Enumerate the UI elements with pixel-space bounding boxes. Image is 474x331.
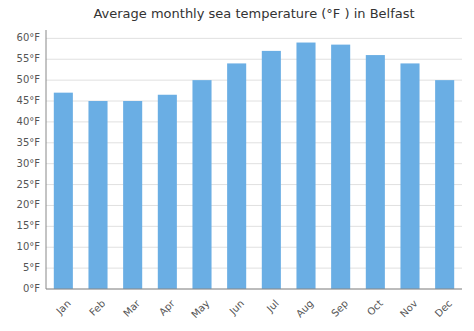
bar <box>227 63 246 289</box>
bar <box>54 93 73 289</box>
y-tick-label: 20°F <box>17 199 41 210</box>
y-tick-label: 35°F <box>17 137 41 148</box>
bar <box>400 63 419 289</box>
x-tick-label: Jul <box>264 298 281 315</box>
bar <box>435 80 454 289</box>
y-tick-label: 30°F <box>17 158 41 169</box>
bar <box>262 51 281 289</box>
y-tick-label: 0°F <box>23 283 40 294</box>
chart: Average monthly sea temperature (°F ) in… <box>0 0 474 331</box>
grid-line <box>46 226 462 227</box>
grid-line <box>46 101 462 102</box>
grid-line <box>46 59 462 60</box>
y-tick-label: 45°F <box>17 95 41 106</box>
bar <box>88 101 107 289</box>
grid-line <box>46 80 462 81</box>
y-axis: 0°F 5°F 10°F 15°F 20°F 25°F 30°F 35°F 40°F 45°F 50… <box>17 32 41 294</box>
grid-line <box>46 268 462 269</box>
x-tick-label: Aug <box>294 298 316 320</box>
y-tick-label: 10°F <box>17 241 41 252</box>
y-tick-label: 55°F <box>17 53 41 64</box>
bar <box>192 80 211 289</box>
x-tick-label: Oct <box>365 298 385 318</box>
y-tick-label: 5°F <box>23 262 40 273</box>
bar <box>123 101 142 289</box>
x-tick-label: Feb <box>87 298 107 318</box>
x-tick-label: Dec <box>433 298 454 319</box>
grid-line <box>46 289 462 290</box>
title: Average monthly sea temperature (°F ) in… <box>93 6 414 21</box>
bar <box>158 95 177 289</box>
grid-line <box>46 184 462 185</box>
bars <box>54 43 454 289</box>
x-tick-label: Apr <box>157 297 178 318</box>
x-tick-label: Sep <box>329 298 350 319</box>
y-tick-label: 40°F <box>17 116 41 127</box>
grid-line <box>46 247 462 248</box>
x-axis-line <box>46 289 462 290</box>
y-axis-line <box>46 30 47 289</box>
grid-line <box>46 121 462 122</box>
y-tick-label: 15°F <box>17 220 41 231</box>
x-tick-label: May <box>189 298 211 320</box>
y-tick-label: 50°F <box>17 74 41 85</box>
grid-line <box>46 38 462 39</box>
x-tick-label: Nov <box>398 298 420 320</box>
x-axis: Jan Feb Mar Apr May Jun Jul Aug Sep Oct Nov Dec <box>53 297 454 320</box>
y-tick-label: 25°F <box>17 179 41 190</box>
bar <box>331 45 350 289</box>
grid-line <box>46 142 462 143</box>
bar <box>296 43 315 289</box>
x-tick-label: Mar <box>121 297 143 319</box>
x-tick-label: Jun <box>227 298 247 318</box>
grid <box>46 38 462 289</box>
bar <box>366 55 385 289</box>
grid-line <box>46 163 462 164</box>
chart-container: Average monthly sea temperature (°F ) in… <box>0 0 474 331</box>
y-tick-label: 60°F <box>17 32 41 43</box>
grid-line <box>46 205 462 206</box>
x-tick-label: Jan <box>53 298 72 317</box>
